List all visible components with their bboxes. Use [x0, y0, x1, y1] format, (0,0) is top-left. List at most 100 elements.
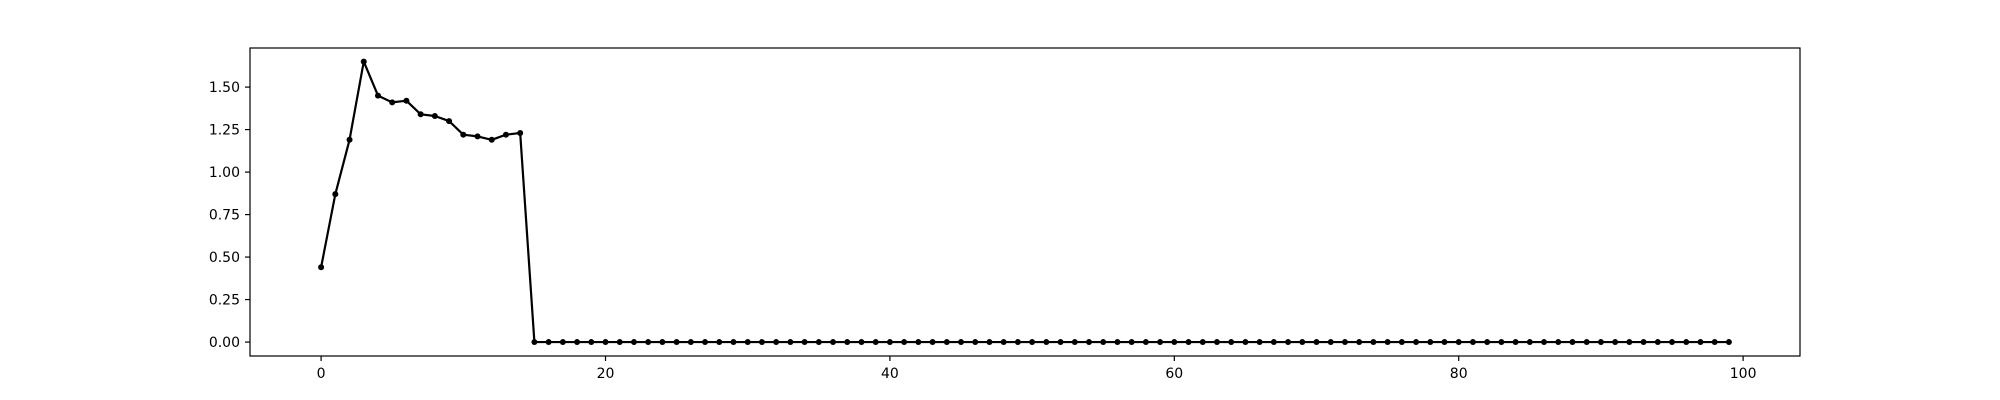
data-point — [1512, 339, 1519, 346]
data-point — [602, 339, 609, 346]
data-point — [431, 112, 438, 119]
data-point — [1341, 339, 1348, 346]
data-point — [346, 136, 353, 143]
data-point — [502, 131, 509, 138]
data-point — [417, 111, 424, 118]
data-point — [1697, 339, 1704, 346]
axes-frame — [249, 47, 1801, 357]
data-point — [1441, 339, 1448, 346]
data-point — [1228, 339, 1235, 346]
data-point — [1612, 339, 1619, 346]
data-point — [1185, 339, 1192, 346]
data-point — [673, 339, 680, 346]
data-point — [901, 339, 908, 346]
data-point — [844, 339, 851, 346]
data-point — [645, 339, 652, 346]
data-point — [773, 339, 780, 346]
y-tick-label: 0.00 — [209, 335, 240, 351]
data-point — [1356, 339, 1363, 346]
data-point — [830, 339, 837, 346]
y-tick-label: 1.25 — [209, 123, 240, 139]
series-line — [320, 60, 1729, 344]
data-point — [318, 264, 325, 271]
x-tick-label: 80 — [1450, 366, 1468, 382]
data-point — [1299, 339, 1306, 346]
data-point — [1043, 339, 1050, 346]
data-point — [730, 339, 737, 346]
data-point — [332, 191, 339, 198]
data-point — [574, 339, 581, 346]
data-point — [545, 339, 552, 346]
data-point — [1142, 339, 1149, 346]
y-tick-label: 1.50 — [209, 80, 240, 96]
data-point — [1725, 339, 1732, 346]
data-point — [758, 339, 765, 346]
data-point — [929, 339, 936, 346]
data-point — [1057, 339, 1064, 346]
data-point — [1114, 339, 1121, 346]
data-point — [1384, 339, 1391, 346]
x-tick-label: 100 — [1730, 366, 1757, 382]
y-tick-label: 0.25 — [209, 293, 240, 309]
data-point — [374, 92, 381, 99]
data-point — [687, 339, 694, 346]
plot-area: 0 20 40 60 80 100 0.00 0.25 0.50 0.75 1.00 1.25 1.50 — [209, 47, 1801, 382]
x-tick-label: 60 — [1165, 366, 1183, 382]
data-point — [787, 339, 794, 346]
data-point — [1654, 339, 1661, 346]
data-point — [1128, 339, 1135, 346]
data-point — [1541, 339, 1548, 346]
data-point — [801, 339, 808, 346]
data-point — [630, 339, 637, 346]
data-point — [986, 339, 993, 346]
data-point — [488, 136, 495, 143]
data-point — [1213, 339, 1220, 346]
data-point — [1455, 339, 1462, 346]
data-point — [531, 339, 538, 346]
data-point — [1157, 339, 1164, 346]
data-point — [1242, 339, 1249, 346]
data-point — [559, 339, 566, 346]
data-point — [1014, 339, 1021, 346]
data-point — [744, 339, 751, 346]
data-point — [1285, 339, 1292, 346]
data-point — [389, 99, 396, 106]
x-tick-label: 0 — [317, 366, 326, 382]
data-point — [1256, 339, 1263, 346]
data-point — [972, 339, 979, 346]
data-point — [886, 339, 893, 346]
data-point — [1469, 339, 1476, 346]
data-point — [1427, 339, 1434, 346]
data-point — [1000, 339, 1007, 346]
data-point — [446, 118, 453, 125]
y-tick-label: 0.50 — [209, 250, 240, 266]
data-point — [616, 339, 623, 346]
data-point — [403, 97, 410, 104]
data-point — [1370, 339, 1377, 346]
data-point — [1313, 339, 1320, 346]
data-point — [1029, 339, 1036, 346]
data-point — [1270, 339, 1277, 346]
y-tick-label: 0.75 — [209, 208, 240, 224]
data-point — [1100, 339, 1107, 346]
data-point — [588, 339, 595, 346]
data-point — [1171, 339, 1178, 346]
data-point — [872, 339, 879, 346]
data-point — [1569, 339, 1576, 346]
data-point — [1683, 339, 1690, 346]
data-point — [1085, 339, 1092, 346]
data-point — [1526, 339, 1533, 346]
data-point — [659, 339, 666, 346]
data-point — [1626, 339, 1633, 346]
data-point — [1484, 339, 1491, 346]
y-tick-label: 1.00 — [209, 165, 240, 181]
data-point — [943, 339, 950, 346]
data-point — [858, 339, 865, 346]
data-point — [1597, 339, 1604, 346]
data-point — [716, 339, 723, 346]
data-point — [1555, 339, 1562, 346]
data-point — [1327, 339, 1334, 346]
data-point — [1669, 339, 1676, 346]
data-point — [1071, 339, 1078, 346]
x-tick-label: 20 — [597, 366, 615, 382]
